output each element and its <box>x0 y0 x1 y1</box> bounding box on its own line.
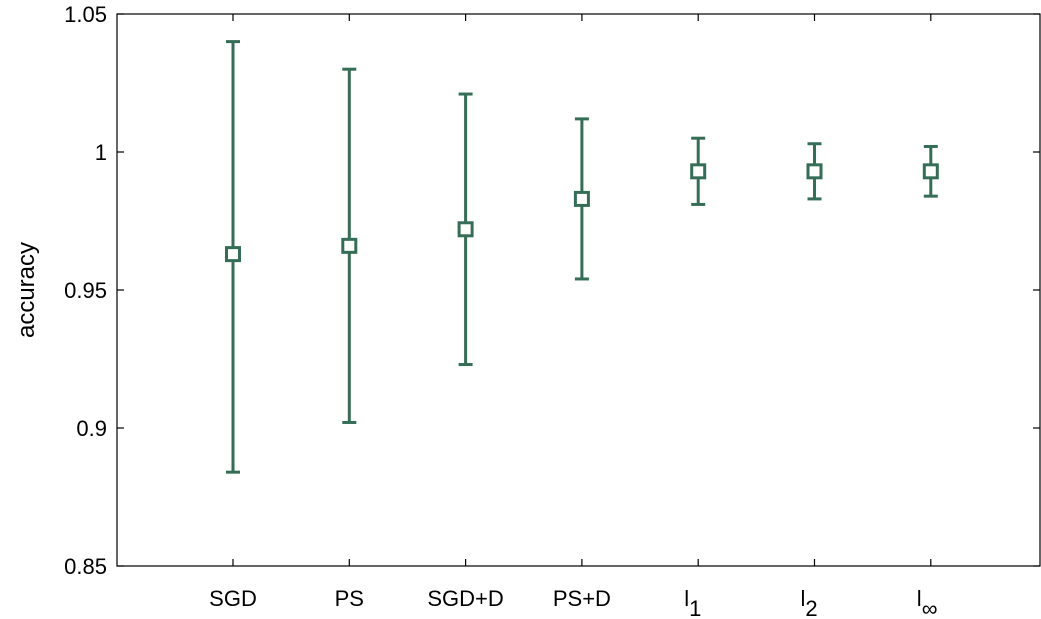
x-tick-label: l1 <box>684 586 701 619</box>
y-tick-label: 0.95 <box>64 278 107 303</box>
y-tick-label: 1 <box>95 140 107 165</box>
y-tick-label: 1.05 <box>64 2 107 27</box>
axes-layer: 0.85 0.9 0.95 1 1.05 SGD PS SGD+D PS+D l1 l2 l∞ <box>64 2 1040 619</box>
data-point-marker <box>225 246 241 263</box>
x-tick-label: l∞ <box>917 586 938 619</box>
y-tick-label: 0.9 <box>76 416 107 441</box>
data-point-marker <box>690 163 707 180</box>
plot-area <box>116 13 1041 567</box>
data-point-marker <box>341 237 358 254</box>
x-tick-label: SGD+D <box>427 586 503 611</box>
x-tick-label: SGD <box>209 586 257 611</box>
data-point-marker <box>806 163 823 180</box>
data-point-marker <box>457 221 474 238</box>
data-point-marker <box>573 190 590 207</box>
x-tick-label: l2 <box>801 586 818 619</box>
x-tick-label: PS <box>335 586 364 611</box>
y-axis-label: accuracy <box>13 242 40 338</box>
x-tick-label: PS+D <box>553 586 611 611</box>
data-layer <box>225 40 939 474</box>
y-tick-label: 0.85 <box>64 554 107 579</box>
data-point-marker <box>922 163 939 180</box>
